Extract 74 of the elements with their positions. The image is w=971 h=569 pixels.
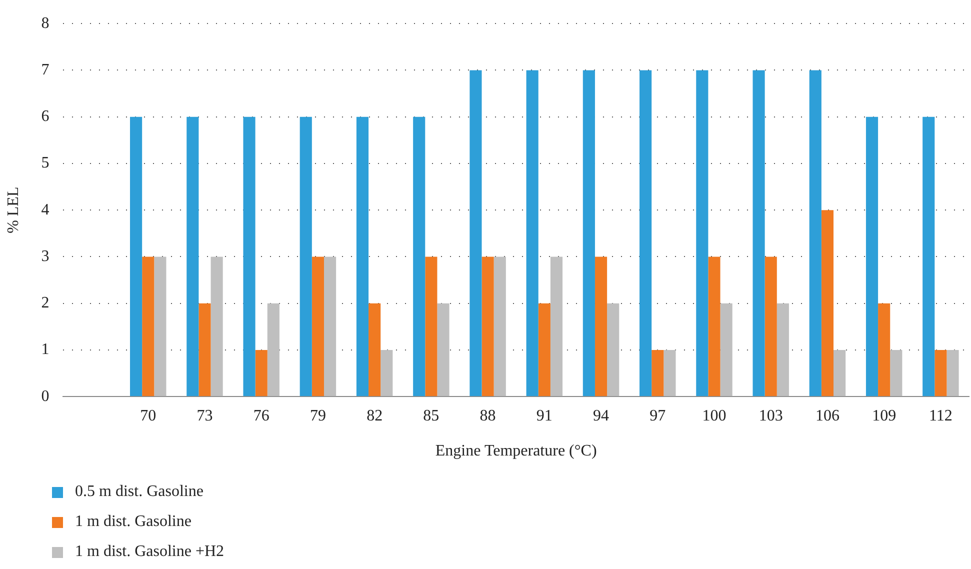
x-tick-label: 112	[928, 407, 952, 424]
bar	[878, 303, 890, 396]
bar	[752, 70, 765, 396]
x-tick-label: 94	[593, 407, 610, 424]
y-tick-label: 5	[41, 154, 50, 172]
bar	[198, 303, 211, 396]
bar	[130, 116, 142, 396]
bar	[142, 256, 154, 396]
bar	[776, 303, 789, 396]
x-tick-label: 100	[702, 407, 726, 424]
bar	[696, 70, 708, 396]
y-axis-title: % LEL	[4, 186, 22, 234]
bar	[764, 256, 777, 396]
bar	[255, 350, 268, 396]
bar	[866, 116, 878, 396]
x-tick-label: 73	[196, 407, 213, 424]
x-tick-label: 103	[758, 407, 783, 424]
bar	[720, 303, 732, 396]
bar	[582, 70, 595, 396]
bar	[300, 116, 312, 396]
x-tick-label: 97	[650, 407, 666, 424]
bar	[368, 303, 381, 396]
bar	[550, 256, 563, 396]
x-tick-label: 106	[815, 407, 840, 424]
x-tick-label: 76	[253, 407, 270, 424]
bar	[437, 303, 450, 396]
bar	[494, 256, 506, 396]
y-tick-label: 4	[41, 201, 50, 218]
bar	[821, 210, 834, 396]
bar	[324, 256, 336, 396]
y-tick-label: 0	[41, 388, 50, 405]
x-tick-label: 85	[423, 407, 440, 424]
x-tick-label: 70	[140, 407, 156, 424]
legend-label: 0.5 m dist. Gasoline	[75, 483, 204, 501]
x-tick-label: 79	[310, 407, 326, 424]
legend-label: 1 m dist. Gasoline +H2	[75, 543, 224, 561]
legend-label: 1 m dist. Gasoline	[75, 513, 192, 531]
bar	[470, 70, 482, 396]
bar	[890, 350, 902, 396]
y-tick-label: 1	[41, 341, 50, 358]
bar	[594, 256, 608, 396]
bar	[356, 116, 369, 396]
x-tick-label: 88	[480, 407, 496, 424]
y-tick-label: 2	[41, 294, 50, 312]
bar	[834, 350, 846, 396]
bar	[526, 70, 538, 396]
bar	[312, 256, 324, 396]
bar	[640, 70, 652, 396]
bar	[946, 350, 959, 396]
bar	[922, 116, 935, 396]
bar	[482, 256, 494, 396]
bar	[413, 116, 426, 396]
bar	[267, 303, 280, 396]
bar	[186, 116, 199, 396]
y-tick-label: 3	[41, 248, 50, 265]
bar	[708, 256, 720, 396]
x-tick-label: 82	[366, 407, 383, 424]
x-tick-label: 91	[536, 407, 552, 424]
bar	[425, 256, 438, 396]
x-axis-title: Engine Temperature (°C)	[435, 442, 597, 460]
y-tick-label: 8	[41, 14, 50, 32]
bar	[154, 256, 166, 396]
bar	[210, 256, 223, 396]
bar	[934, 350, 947, 396]
bar	[652, 350, 664, 396]
bar	[243, 116, 256, 396]
bar	[664, 350, 676, 396]
bar	[380, 350, 393, 396]
bar	[809, 70, 822, 396]
bar	[607, 303, 620, 396]
y-tick-label: 6	[41, 108, 50, 126]
x-tick-label: 109	[872, 407, 896, 424]
bar	[538, 303, 550, 396]
y-tick-label: 7	[41, 61, 50, 78]
